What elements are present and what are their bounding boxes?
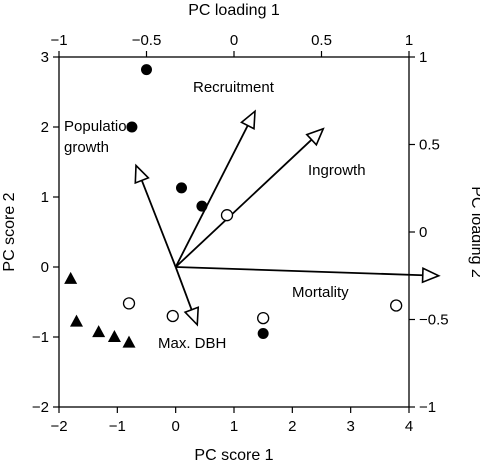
right-tick-label: 0 bbox=[419, 224, 427, 241]
bottom-tick-label: 3 bbox=[346, 418, 354, 435]
loading-label-max-dbh: Max. DBH bbox=[158, 335, 226, 352]
loading-arrow-max-dbh bbox=[174, 266, 193, 311]
right-tick-label: −0.5 bbox=[419, 312, 449, 329]
loading-arrowhead-ingrowth bbox=[305, 127, 325, 147]
point-filled-triangle bbox=[122, 335, 136, 348]
loading-arrow-population-growth bbox=[140, 180, 177, 268]
point-filled-circle bbox=[126, 121, 138, 133]
right-tick-label: −1 bbox=[419, 399, 436, 416]
loading-label-population-line1: Population bbox=[64, 118, 135, 135]
point-filled-triangle bbox=[64, 271, 78, 284]
score-points bbox=[64, 64, 403, 348]
bottom-tick-label: −2 bbox=[50, 418, 67, 435]
left-tick-label: 0 bbox=[41, 259, 49, 276]
top-tick-label: −0.5 bbox=[132, 32, 162, 49]
point-filled-triangle bbox=[92, 325, 106, 338]
point-open-circle bbox=[122, 297, 136, 310]
bottom-tick-label: −1 bbox=[109, 418, 126, 435]
plot-frame bbox=[58, 56, 410, 408]
top-tick-label: 0.5 bbox=[311, 32, 332, 49]
loading-arrows bbox=[134, 109, 441, 327]
point-open-circle bbox=[390, 299, 403, 312]
top-tick-label: −1 bbox=[50, 32, 67, 49]
bottom-tick-label: 1 bbox=[230, 418, 238, 435]
left-tick-label: 3 bbox=[41, 49, 49, 66]
point-filled-triangle bbox=[107, 330, 121, 342]
right-axis-title: PC loading 2 bbox=[468, 186, 480, 278]
bottom-tick-label: 0 bbox=[171, 418, 179, 435]
left-tick-label: −1 bbox=[32, 329, 49, 346]
point-filled-triangle bbox=[70, 314, 83, 327]
axis-ticks bbox=[53, 51, 415, 413]
right-tick-label: 1 bbox=[419, 49, 427, 66]
loading-arrow-mortality bbox=[175, 266, 423, 277]
point-open-circle bbox=[166, 309, 179, 323]
loading-label-ingrowth: Ingrowth bbox=[308, 162, 366, 179]
right-tick-label: 0.5 bbox=[419, 137, 440, 154]
left-tick-label: 1 bbox=[41, 189, 49, 206]
point-open-circle bbox=[257, 311, 270, 325]
bottom-axis-title: PC score 1 bbox=[194, 447, 273, 464]
bottom-tick-label: 2 bbox=[288, 418, 296, 435]
loading-arrow-recruitment bbox=[174, 125, 249, 268]
loading-label-recruitment: Recruitment bbox=[193, 79, 275, 96]
point-filled-circle bbox=[176, 182, 187, 194]
point-filled-circle bbox=[141, 64, 152, 76]
point-filled-circle bbox=[196, 200, 208, 212]
loading-arrowhead-mortality bbox=[421, 266, 441, 284]
loading-arrow-ingrowth bbox=[175, 139, 313, 268]
top-tick-label: 1 bbox=[405, 32, 413, 49]
left-tick-label: 2 bbox=[41, 119, 49, 136]
loading-arrowhead-recruitment bbox=[240, 109, 256, 130]
loading-arrowhead-max-dbh bbox=[183, 306, 200, 327]
loading-arrowhead-population-growth bbox=[134, 163, 150, 185]
loading-label-mortality: Mortality bbox=[292, 284, 349, 301]
top-tick-label: 0 bbox=[230, 32, 238, 49]
loading-label-population-line2: growth bbox=[64, 139, 109, 156]
point-filled-circle bbox=[257, 328, 269, 339]
left-axis-title: PC score 2 bbox=[1, 192, 18, 271]
bottom-tick-label: 4 bbox=[405, 418, 413, 435]
point-open-circle bbox=[220, 209, 234, 222]
left-tick-label: −2 bbox=[32, 399, 49, 416]
top-axis-title: PC loading 1 bbox=[188, 2, 280, 19]
